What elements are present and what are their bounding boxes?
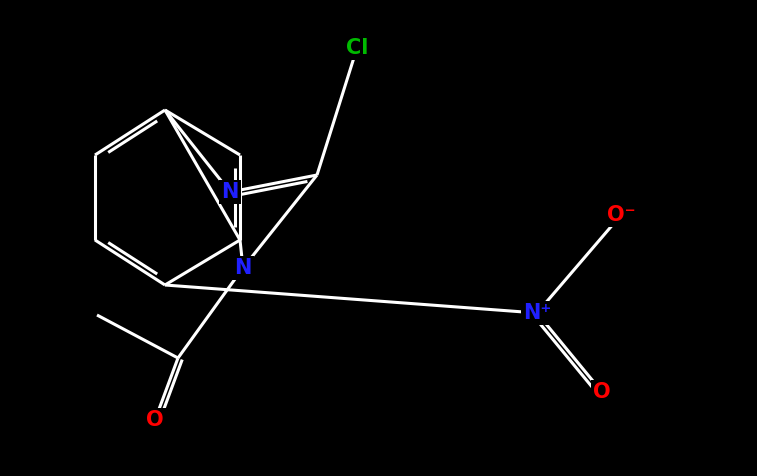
Text: N: N bbox=[221, 182, 238, 202]
Text: O⁻: O⁻ bbox=[606, 205, 635, 225]
Text: N⁺: N⁺ bbox=[523, 303, 551, 323]
Text: O: O bbox=[146, 410, 164, 430]
Text: N: N bbox=[235, 258, 251, 278]
Text: O: O bbox=[593, 382, 611, 402]
Text: Cl: Cl bbox=[346, 38, 368, 58]
